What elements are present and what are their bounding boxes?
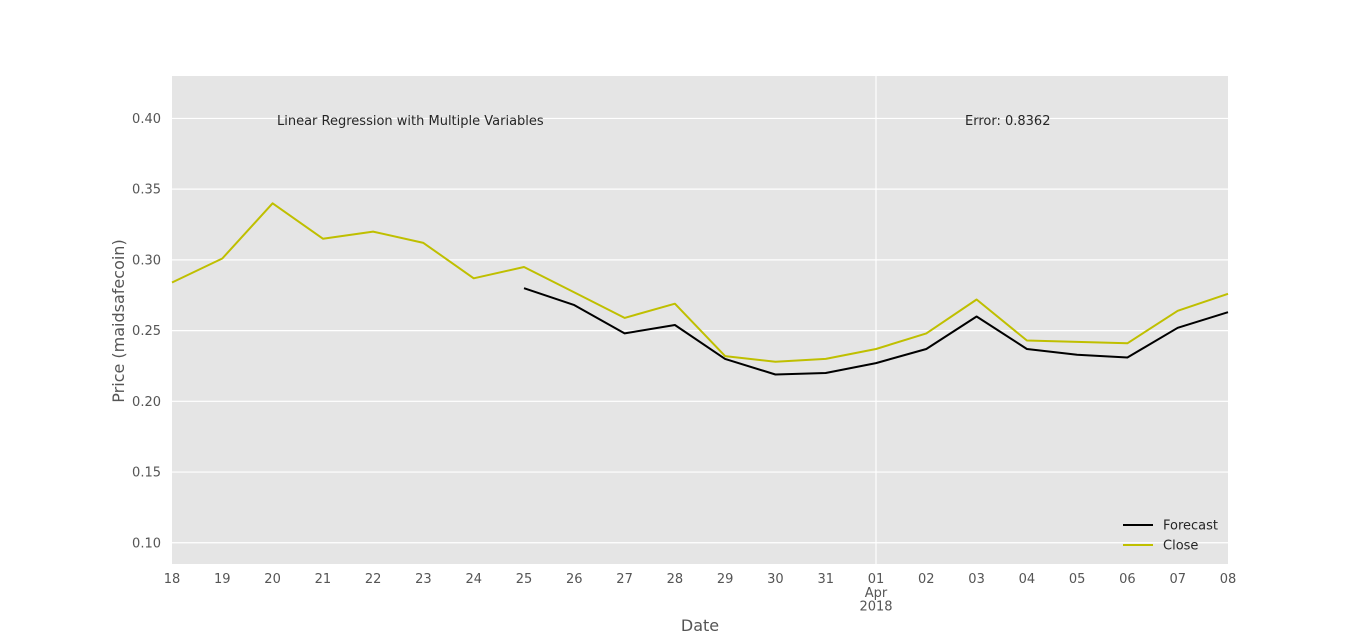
x-tick-label: 19 (214, 572, 231, 587)
plot-area (172, 76, 1228, 564)
x-tick-sublabel: Apr (865, 586, 888, 601)
x-tick-label: 08 (1220, 572, 1237, 587)
x-tick-label: 05 (1069, 572, 1086, 587)
x-tick-label: 30 (767, 572, 784, 587)
y-tick-label: 0.25 (132, 324, 161, 339)
x-tick-sublabel: 2018 (859, 600, 892, 615)
series-line-close (171, 202, 1229, 363)
legend-label-close: Close (1163, 539, 1198, 554)
error-text: Error: 0.8362 (965, 114, 1050, 129)
x-tick-label: 24 (465, 572, 482, 587)
y-tick-label: 0.20 (132, 395, 161, 410)
y-axis-ticks: 0.10 0.15 0.20 0.25 0.30 0.35 0.40 (132, 112, 161, 551)
x-tick-label: 25 (516, 572, 533, 587)
x-tick-label: 23 (415, 572, 432, 587)
x-tick-label: 01 (868, 572, 885, 587)
y-tick-label: 0.35 (132, 183, 161, 198)
y-gridlines (172, 117, 1228, 544)
x-tick-label: 21 (315, 572, 332, 587)
x-tick-label: 31 (817, 572, 834, 587)
y-axis-label: Price (maidsafecoin) (109, 239, 128, 402)
x-tick-label: 27 (616, 572, 633, 587)
x-tick-label: 06 (1119, 572, 1136, 587)
x-tick-label: 22 (365, 572, 382, 587)
x-tick-label: 28 (667, 572, 684, 587)
x-tick-label: 26 (566, 572, 583, 587)
x-tick-label: 07 (1169, 572, 1186, 587)
y-tick-label: 0.10 (132, 536, 161, 551)
y-tick-label: 0.40 (132, 112, 161, 127)
title-text: Linear Regression with Multiple Variable… (277, 114, 544, 129)
series-line-forecast (523, 287, 1229, 376)
x-tick-label: 20 (264, 572, 281, 587)
legend: Forecast Close (1123, 519, 1218, 554)
x-tick-label: 29 (717, 572, 734, 587)
annotations: Linear Regression with Multiple Variable… (277, 114, 1050, 129)
y-tick-label: 0.30 (132, 253, 161, 268)
series-layer (171, 202, 1229, 376)
x-tick-label: 03 (968, 572, 985, 587)
y-tick-label: 0.15 (132, 466, 161, 481)
x-tick-label: 02 (918, 572, 935, 587)
x-tick-label: 18 (164, 572, 181, 587)
x-tick-label: 04 (1019, 572, 1036, 587)
x-axis-label: Date (681, 616, 719, 635)
legend-label-forecast: Forecast (1163, 519, 1218, 534)
